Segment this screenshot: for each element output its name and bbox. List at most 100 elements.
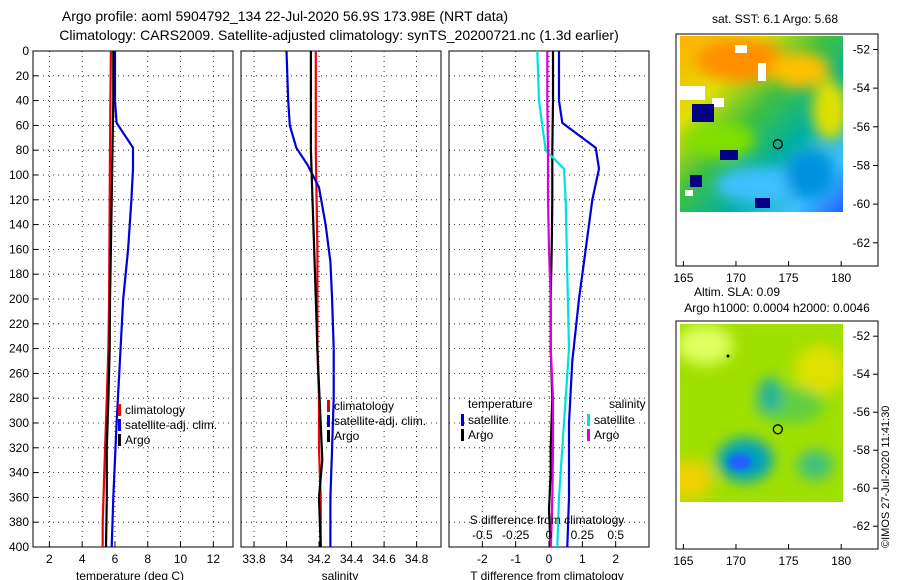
legend-swatch-s-satellite — [587, 414, 590, 426]
x-tick-label: 34.4 — [340, 552, 364, 566]
legend-label-climatology: climatology — [334, 399, 394, 413]
sst-cool-patch — [715, 167, 805, 203]
sla-low-patch — [797, 450, 833, 480]
map-y-tick-label: -58 — [853, 158, 871, 172]
s-diff-tick-label: -0.5 — [472, 528, 493, 542]
map-y-tick-label: -58 — [853, 443, 871, 457]
difference-x-ticks: -2 -1 0 1 2 — [477, 542, 619, 566]
map-x-tick-label: 180 — [831, 271, 851, 285]
difference-series — [536, 50, 601, 548]
sla-float-dot — [726, 354, 730, 358]
series-line-satellite-adj-clim- — [285, 50, 335, 547]
map-y-tick-label: -60 — [853, 197, 871, 211]
sla-heatmap — [680, 324, 843, 502]
legend-label-climatology: climatology — [125, 403, 185, 417]
map-y-tick-label: -52 — [853, 329, 871, 343]
series-line-satellite-adj-clim- — [110, 51, 135, 548]
depth-axis-ticks: 0 20 40 60 80 100 120 140 160 180 200 220 240 260 280 3… — [9, 44, 38, 554]
salinity-series — [285, 50, 335, 548]
series-line-s-satellite — [536, 50, 571, 548]
map-x-tick-label: 170 — [726, 554, 746, 568]
difference-legend: temperature salinity satellite Argo sate… — [461, 397, 646, 442]
sla-map-subtitle: Argo h1000: 0.0004 h2000: 0.0046 — [684, 301, 870, 315]
temperature-series — [101, 50, 135, 548]
temperature-grid — [33, 51, 233, 547]
sla-high-patch — [795, 345, 843, 395]
legend-label-t-satellite: satellite — [468, 413, 509, 427]
sst-cloud-gap — [680, 86, 705, 100]
difference-panel: -2 -1 0 1 2 S difference from climatology -0… — [448, 50, 650, 580]
depth-tick-label: 360 — [9, 490, 29, 504]
sst-cloud-gap — [712, 98, 724, 107]
temperature-panel: 2 4 6 8 10 12 0 20 40 60 80 100 120 140 160 180 200 220 2… — [9, 44, 234, 580]
depth-tick-label: 100 — [9, 168, 29, 182]
sst-mid-patch — [685, 122, 755, 158]
legend-swatch-climatology — [327, 400, 330, 412]
x-tick-label: 10 — [174, 552, 188, 566]
salinity-panel: 33.8 34 34.2 34.4 34.6 34.8 salinity climatol… — [240, 50, 442, 580]
sst-cloud-gap — [758, 63, 766, 81]
x-tick-label: 12 — [207, 552, 221, 566]
legend-label-t-argo: Argo — [468, 428, 494, 442]
sla-high-patch — [680, 325, 733, 365]
legend-swatch-argo — [118, 434, 121, 446]
temperature-legend: climatology satellite-adj. clim. Argo — [118, 403, 217, 447]
sla-map-title: Altim. SLA: 0.09 — [694, 285, 780, 299]
x-tick-label: 34.6 — [372, 552, 396, 566]
legend-swatch-climatology — [118, 404, 121, 416]
depth-tick-label: 240 — [9, 342, 29, 356]
salinity-legend: climatology satellite-adj. clim. Argo — [327, 399, 426, 443]
depth-tick-label: 160 — [9, 242, 29, 256]
sst-warm-patch — [812, 80, 843, 140]
s-difference-ticks: -0.5 -0.25 0 0.25 0.5 — [472, 528, 624, 542]
map-x-tick-label: 165 — [673, 271, 693, 285]
legend-swatch-s-argo — [587, 429, 590, 441]
series-line-s-argo — [546, 51, 555, 548]
imos-credit: ©IMOS 27-Jul-2020 11:41:30 — [880, 406, 892, 548]
map-y-tick-label: -62 — [853, 236, 871, 250]
x-tick-label: 34 — [280, 552, 294, 566]
map-x-tick-label: 165 — [673, 554, 693, 568]
depth-tick-label: 200 — [9, 292, 29, 306]
sst-map-panel: sat. SST: 6.1 Argo: 5.68 165 170 175 180 — [673, 12, 879, 285]
legend-label-s-satellite: satellite — [594, 413, 635, 427]
x-tick-label: 2 — [46, 552, 53, 566]
map-y-tick-label: -56 — [853, 120, 871, 134]
legend-swatch-argo — [327, 430, 330, 442]
sst-map-x-ticks: 165 170 175 180 — [673, 261, 852, 285]
x-tick-label: 6 — [112, 552, 119, 566]
temperature-x-label: temperature (deg C) — [76, 569, 184, 580]
sst-map-y-ticks: -52 -54 -56 -58 -60 -62 — [853, 42, 878, 250]
map-x-tick-label: 175 — [779, 271, 799, 285]
sla-low-patch — [758, 377, 782, 413]
sla-map-y-ticks: -52 -54 -56 -58 -60 -62 — [853, 329, 878, 533]
legend-label-argo: Argo — [125, 433, 151, 447]
x-tick-label: 34.8 — [405, 552, 429, 566]
map-y-tick-label: -60 — [853, 481, 871, 495]
sst-cold-patch — [755, 198, 770, 208]
sst-cloud-gap — [735, 45, 747, 53]
depth-tick-label: 300 — [9, 416, 29, 430]
x-tick-label: 1 — [579, 552, 586, 566]
temperature-x-ticks: 2 4 6 8 10 12 — [46, 542, 220, 566]
map-y-tick-label: -54 — [853, 367, 871, 381]
s-difference-label: S difference from climatology — [470, 513, 625, 527]
sla-argo-marker — [772, 424, 783, 435]
depth-tick-label: 40 — [16, 94, 30, 108]
map-x-tick-label: 170 — [726, 271, 746, 285]
legend-swatch-satellite — [118, 419, 121, 431]
map-y-tick-label: -62 — [853, 519, 871, 533]
title-line-1: Argo profile: aoml 5904792_134 22-Jul-20… — [62, 8, 508, 24]
salinity-x-label: salinity — [322, 569, 359, 580]
depth-tick-label: 380 — [9, 515, 29, 529]
depth-tick-label: 140 — [9, 218, 29, 232]
x-tick-label: 33.8 — [242, 552, 266, 566]
depth-tick-label: 280 — [9, 391, 29, 405]
legend-swatch-t-satellite — [461, 414, 464, 426]
s-diff-tick-label: -0.25 — [502, 528, 530, 542]
map-x-tick-label: 175 — [779, 554, 799, 568]
legend-swatch-satellite — [327, 415, 330, 427]
t-difference-label: T difference from climatology — [470, 569, 624, 580]
sst-heatmap — [680, 36, 843, 212]
